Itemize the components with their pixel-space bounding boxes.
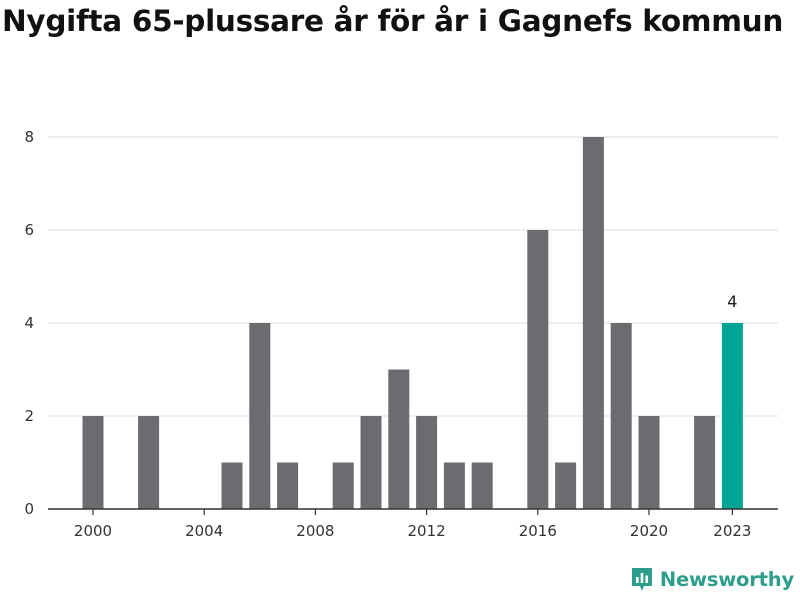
bar-2016 [527, 230, 549, 509]
bar-2011 [388, 369, 410, 509]
labels: 4 [727, 292, 737, 311]
x-tick-label-2000: 2000 [74, 522, 112, 540]
bar-2013 [443, 462, 465, 509]
bar-2009 [332, 462, 354, 509]
bar-2006 [249, 323, 271, 509]
bar-2018 [582, 137, 604, 509]
x-tick-label-2020: 2020 [630, 522, 668, 540]
y-tick-label-4: 4 [24, 314, 34, 332]
y-tick-label-0: 0 [24, 500, 34, 518]
bars [82, 137, 743, 509]
newsworthy-brand: Newsworthy [630, 566, 794, 592]
bar-2022 [694, 416, 716, 509]
bar-2000 [82, 416, 104, 509]
bar-2023 [721, 323, 743, 509]
y-tick-label-6: 6 [24, 221, 34, 239]
gridlines [48, 136, 778, 417]
bar-2020 [638, 416, 660, 509]
bar-2007 [277, 462, 299, 509]
data-label-2023: 4 [727, 292, 737, 311]
x-tick-label-2023: 2023 [713, 522, 751, 540]
x-tick-label-2016: 2016 [519, 522, 557, 540]
x-tick-label-2012: 2012 [408, 522, 446, 540]
chart-title: Nygifta 65-plussare år för år i Gagnefs … [2, 4, 784, 38]
bar-2002 [138, 416, 160, 509]
y-tick-label-8: 8 [24, 128, 34, 146]
y-tick-label-2: 2 [24, 407, 34, 425]
bar-2012 [416, 416, 438, 509]
bar-2019 [610, 323, 632, 509]
brand-name: Newsworthy [659, 567, 794, 591]
bar-2005 [221, 462, 243, 509]
x-tick-label-2008: 2008 [296, 522, 334, 540]
bar-2017 [555, 462, 577, 509]
axes: 0 2 4 6 8 2000 2004 2008 2012 2016 2020 2023 [24, 128, 778, 540]
bar-2014 [471, 462, 493, 509]
newsworthy-logo-icon [631, 568, 652, 591]
bar-2010 [360, 416, 382, 509]
x-tick-label-2004: 2004 [185, 522, 223, 540]
